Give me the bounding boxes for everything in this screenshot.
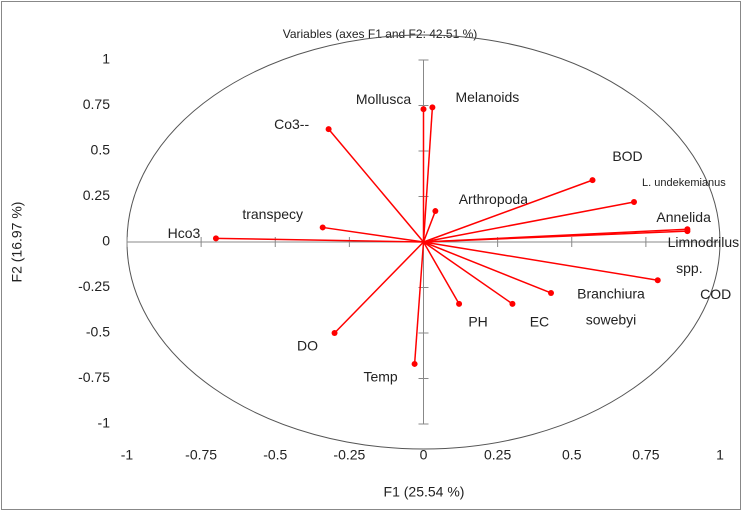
y-axis-label: F2 (16.97 %) (9, 202, 25, 283)
point-label: DO (297, 338, 318, 354)
vector-point (589, 177, 596, 184)
vector-point (411, 360, 418, 367)
vector-point (654, 277, 661, 284)
vector-point (547, 289, 554, 296)
vector (422, 241, 460, 305)
point-label: Mollusca (356, 91, 411, 107)
vector (423, 179, 593, 243)
point-label: Limnodrilus (668, 234, 740, 250)
point-label: spp. (676, 260, 702, 276)
vector-point (631, 198, 638, 205)
vector (413, 241, 425, 364)
vector-point (684, 228, 691, 235)
x-tick-label: -0.5 (263, 447, 287, 463)
y-tick-label: -1 (98, 415, 111, 431)
vector (328, 128, 425, 243)
vector-point (319, 224, 326, 231)
vector (423, 201, 635, 243)
y-tick-label: -0.5 (86, 324, 110, 340)
y-tick-label: 1 (102, 51, 110, 67)
x-tick-label: 0.75 (632, 447, 659, 463)
vector (215, 237, 424, 243)
point-label: Co3-- (274, 116, 309, 132)
y-tick-label: 0.75 (83, 96, 110, 112)
vector (423, 241, 552, 294)
vector (322, 226, 424, 243)
vector-point (420, 106, 427, 113)
x-tick-label: -0.75 (185, 447, 217, 463)
y-tick-label: 0.25 (83, 187, 110, 203)
point-label: Hco3 (168, 225, 201, 241)
vector-point (432, 208, 439, 215)
point-label: Annelida (656, 209, 711, 225)
x-axis-label: F1 (25.54 %) (384, 484, 465, 500)
vector (423, 241, 513, 305)
vector-point (212, 235, 219, 242)
point-label: Arthropoda (459, 191, 528, 207)
y-tick-label: 0.5 (91, 142, 111, 158)
point-label: transpecy (242, 206, 303, 222)
vector-point (325, 126, 332, 133)
vector (422, 107, 434, 243)
point-label: L. undekemianus (642, 177, 726, 189)
vector (422, 210, 437, 243)
x-tick-label: 0 (420, 447, 428, 463)
x-tick-label: -0.25 (333, 447, 365, 463)
point-label: EC (530, 314, 549, 330)
point-label: Melanoids (455, 89, 519, 105)
vector-point (509, 300, 516, 307)
x-tick-label: 1 (716, 447, 724, 463)
x-tick-label: -1 (121, 447, 134, 463)
vector (423, 241, 658, 281)
vector-point (429, 104, 436, 111)
y-tick-label: 0 (102, 233, 110, 249)
vector (423, 230, 688, 243)
point-label: Temp (363, 369, 397, 385)
vector-point (456, 300, 463, 307)
point-label: Branchiura (577, 286, 645, 302)
x-tick-label: 0.25 (484, 447, 511, 463)
vector (334, 241, 425, 334)
y-tick-label: -0.75 (78, 369, 110, 385)
point-label: BOD (612, 148, 642, 164)
point-label: COD (700, 286, 731, 302)
point-label: sowebyi (586, 312, 637, 328)
y-tick-label: -0.25 (78, 278, 110, 294)
point-label: PH (468, 314, 487, 330)
chart-title: Variables (axes F1 and F2: 42.51 %) (283, 27, 478, 41)
x-tick-label: 0.5 (562, 447, 582, 463)
vector-point (331, 330, 338, 336)
